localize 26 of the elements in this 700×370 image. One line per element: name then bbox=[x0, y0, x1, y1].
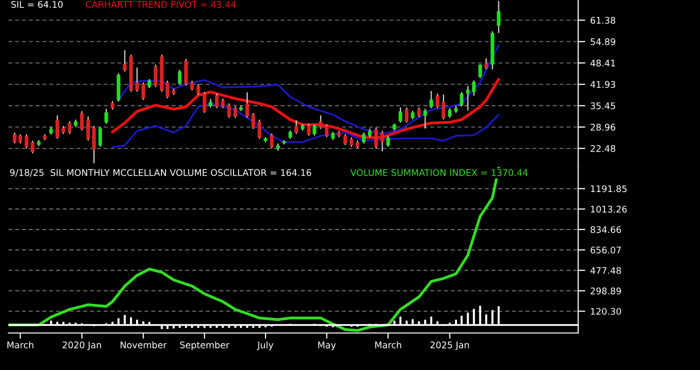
y-tick-label: 656.07 bbox=[590, 246, 621, 254]
x-tick-label: 2025 Jan bbox=[430, 341, 469, 350]
text: VOLUME SUMMATION INDEX = 1370.44 bbox=[350, 169, 528, 176]
x-tick-label: November bbox=[120, 341, 167, 348]
x-tick-label: March bbox=[7, 341, 34, 348]
y-tick-label: 22.48 bbox=[590, 145, 616, 152]
y-tick-label: 48.41 bbox=[590, 60, 616, 66]
x-tick-label: 2020 Jan bbox=[62, 341, 102, 350]
y-tick-label: 41.93 bbox=[590, 81, 616, 88]
x-tick-label: May bbox=[318, 342, 336, 350]
y-tick-label: 1191.85 bbox=[590, 185, 627, 192]
y-tick-label: 477.48 bbox=[590, 267, 621, 274]
y-tick-label: 28.96 bbox=[590, 124, 616, 131]
y-tick-label: 298.89 bbox=[590, 288, 621, 294]
x-tick-label: March bbox=[375, 341, 402, 348]
text: 9/18/25 SIL MONTHLY MCCLELLAN VOLUME OSCILLATOR = 164.16 bbox=[10, 169, 312, 177]
y-tick-label: 61.38 bbox=[590, 16, 616, 24]
x-tick-label: September bbox=[180, 341, 230, 350]
y-tick-label: 54.89 bbox=[590, 38, 616, 46]
chart-title: SIL = 64.10 bbox=[11, 0, 63, 8]
y-tick-label: 1013.26 bbox=[590, 206, 627, 213]
x-tick-label: July bbox=[256, 341, 274, 350]
text: CARHARTT TREND PIVOT = 43.44 bbox=[86, 0, 236, 8]
y-tick-label: 120.30 bbox=[590, 308, 621, 315]
y-tick-label: 834.66 bbox=[590, 226, 622, 234]
y-tick-label: 35.45 bbox=[590, 102, 616, 110]
